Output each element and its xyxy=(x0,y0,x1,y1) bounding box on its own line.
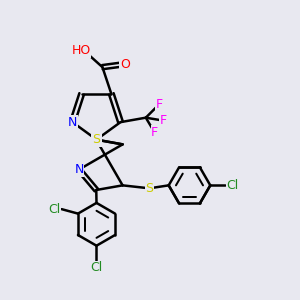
Text: N: N xyxy=(74,163,84,176)
Text: HO: HO xyxy=(71,44,91,57)
Text: N: N xyxy=(68,116,77,129)
Text: N: N xyxy=(92,133,101,146)
Text: F: F xyxy=(160,114,167,127)
Text: S: S xyxy=(146,182,153,195)
Text: F: F xyxy=(151,126,158,139)
Text: Cl: Cl xyxy=(226,179,239,192)
Text: Cl: Cl xyxy=(90,262,103,275)
Text: S: S xyxy=(92,133,100,146)
Text: O: O xyxy=(120,58,130,71)
Text: F: F xyxy=(156,98,163,111)
Text: Cl: Cl xyxy=(48,202,60,216)
